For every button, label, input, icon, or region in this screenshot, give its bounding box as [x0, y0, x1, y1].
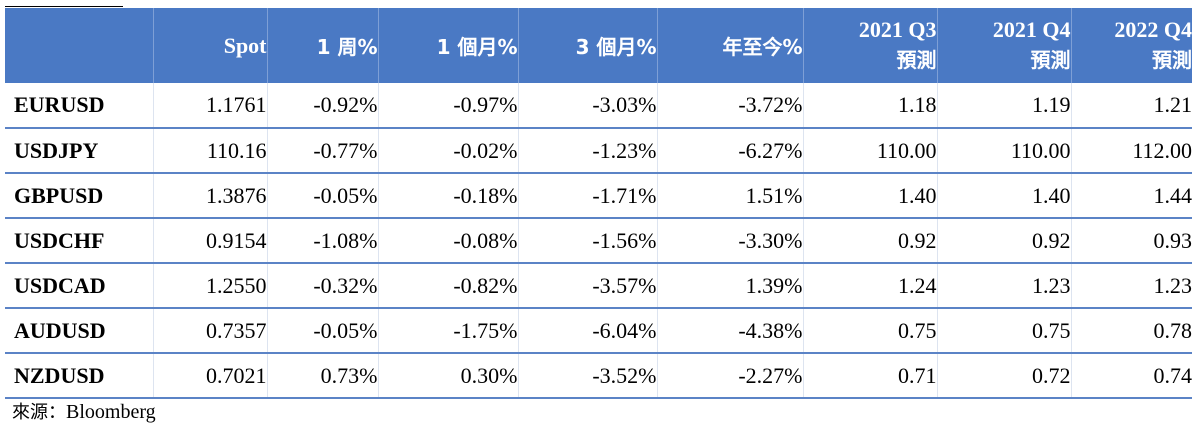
cell-2022-q4-forecast: 1.44	[1071, 173, 1192, 219]
cell-2022-q4-forecast: 1.23	[1071, 263, 1192, 309]
cell-pair: AUDUSD	[5, 308, 154, 354]
cell-2021-q4-forecast: 110.00	[937, 128, 1072, 174]
cell-2021-q3-forecast: 1.40	[803, 173, 938, 219]
header-3-month: 3 個月%	[518, 8, 658, 83]
cell-1-month: -0.02%	[378, 128, 519, 174]
table-body: EURUSD 1.1761 -0.92% -0.97% -3.03% -3.72% 1.18…	[5, 83, 1192, 399]
cell-2021-q4-forecast: 0.72	[937, 353, 1072, 399]
cell-2021-q3-forecast: 110.00	[803, 128, 938, 174]
top-rule	[5, 6, 123, 7]
cell-spot: 1.1761	[153, 83, 268, 129]
cell-ytd: -3.30%	[657, 218, 804, 264]
cell-3-month: -3.03%	[518, 83, 658, 129]
cell-2022-q4-forecast: 1.21	[1071, 83, 1192, 129]
cell-spot: 110.16	[153, 128, 268, 174]
cell-1-week: -0.05%	[267, 173, 379, 219]
cell-1-week: -0.32%	[267, 263, 379, 309]
cell-spot: 1.3876	[153, 173, 268, 219]
cell-1-week: 0.73%	[267, 353, 379, 399]
cell-2021-q3-forecast: 1.24	[803, 263, 938, 309]
header-spot: Spot	[153, 8, 268, 83]
cell-ytd: -4.38%	[657, 308, 804, 354]
cell-pair: GBPUSD	[5, 173, 154, 219]
header-1-week: 1 周%	[267, 8, 379, 83]
cell-pair: USDCHF	[5, 218, 154, 264]
table-row: AUDUSD 0.7357 -0.05% -1.75% -6.04% -4.38% 0.75…	[5, 308, 1192, 354]
header-ytd: 年至今%	[657, 8, 804, 83]
cell-2021-q3-forecast: 0.71	[803, 353, 938, 399]
cell-2021-q4-forecast: 0.75	[937, 308, 1072, 354]
table-row: USDJPY 110.16 -0.77% -0.02% -1.23% -6.27% 110.…	[5, 128, 1192, 174]
cell-2022-q4-forecast: 0.93	[1071, 218, 1192, 264]
cell-1-month: 0.30%	[378, 353, 519, 399]
cell-pair: NZDUSD	[5, 353, 154, 399]
cell-3-month: -1.23%	[518, 128, 658, 174]
cell-pair: EURUSD	[5, 83, 154, 129]
header-2022-q4-forecast: 2022 Q4 預測	[1114, 17, 1192, 72]
cell-1-month: -0.82%	[378, 263, 519, 309]
cell-2021-q3-forecast: 0.75	[803, 308, 938, 354]
cell-1-month: -0.97%	[378, 83, 519, 129]
source-value: Bloomberg	[66, 401, 156, 423]
table-row: USDCHF 0.9154 -1.08% -0.08% -1.56% -3.30% 0.92…	[5, 218, 1192, 264]
cell-spot: 0.7021	[153, 353, 268, 399]
source-label: 來源：	[12, 402, 66, 423]
cell-3-month: -3.52%	[518, 353, 658, 399]
cell-ytd: -2.27%	[657, 353, 804, 399]
cell-1-week: -0.77%	[267, 128, 379, 174]
cell-3-month: -3.57%	[518, 263, 658, 309]
cell-2022-q4-forecast: 0.78	[1071, 308, 1192, 354]
table-row: EURUSD 1.1761 -0.92% -0.97% -3.03% -3.72% 1.18…	[5, 83, 1192, 129]
header-row: Spot 1 周% 1 個月% 3 個月% 年至今% 2021 Q3 預測 20…	[5, 8, 1192, 83]
cell-2021-q4-forecast: 1.40	[937, 173, 1072, 219]
cell-ytd: -6.27%	[657, 128, 804, 174]
cell-spot: 0.7357	[153, 308, 268, 354]
cell-ytd: 1.39%	[657, 263, 804, 309]
cell-1-month: -0.18%	[378, 173, 519, 219]
cell-2021-q4-forecast: 1.19	[937, 83, 1072, 129]
cell-ytd: -3.72%	[657, 83, 804, 129]
cell-1-month: -1.75%	[378, 308, 519, 354]
cell-1-week: -0.92%	[267, 83, 379, 129]
cell-spot: 1.2550	[153, 263, 268, 309]
fx-table: Spot 1 周% 1 個月% 3 個月% 年至今% 2021 Q3 預測 20…	[5, 8, 1192, 399]
cell-3-month: -1.56%	[518, 218, 658, 264]
cell-2021-q4-forecast: 1.23	[937, 263, 1072, 309]
cell-pair: USDJPY	[5, 128, 154, 174]
cell-2021-q4-forecast: 0.92	[937, 218, 1072, 264]
cell-3-month: -6.04%	[518, 308, 658, 354]
cell-1-month: -0.08%	[378, 218, 519, 264]
header-1-month: 1 個月%	[378, 8, 519, 83]
header-2021-q4-forecast: 2021 Q4 預測	[937, 8, 1072, 83]
cell-2022-q4-forecast: 0.74	[1071, 353, 1192, 399]
table-row: USDCAD 1.2550 -0.32% -0.82% -3.57% 1.39% 1.24 1…	[5, 263, 1192, 309]
header-2021-q3-forecast: 2021 Q3 預測	[803, 8, 938, 83]
cell-spot: 0.9154	[153, 218, 268, 264]
cell-3-month: -1.71%	[518, 173, 658, 219]
source-note: 來源：Bloomberg	[12, 398, 156, 424]
cell-1-week: -0.05%	[267, 308, 379, 354]
table-row: GBPUSD 1.3876 -0.05% -0.18% -1.71% 1.51% 1.40 1…	[5, 173, 1192, 219]
cell-2021-q3-forecast: 1.18	[803, 83, 938, 129]
cell-2021-q3-forecast: 0.92	[803, 218, 938, 264]
cell-ytd: 1.51%	[657, 173, 804, 219]
cell-pair: USDCAD	[5, 263, 154, 309]
cell-1-week: -1.08%	[267, 218, 379, 264]
table-row: NZDUSD 0.7021 0.73% 0.30% -3.52% -2.27% 0.71 0.…	[5, 353, 1192, 399]
header-pair	[5, 8, 154, 83]
cell-2022-q4-forecast: 112.00	[1071, 128, 1192, 174]
